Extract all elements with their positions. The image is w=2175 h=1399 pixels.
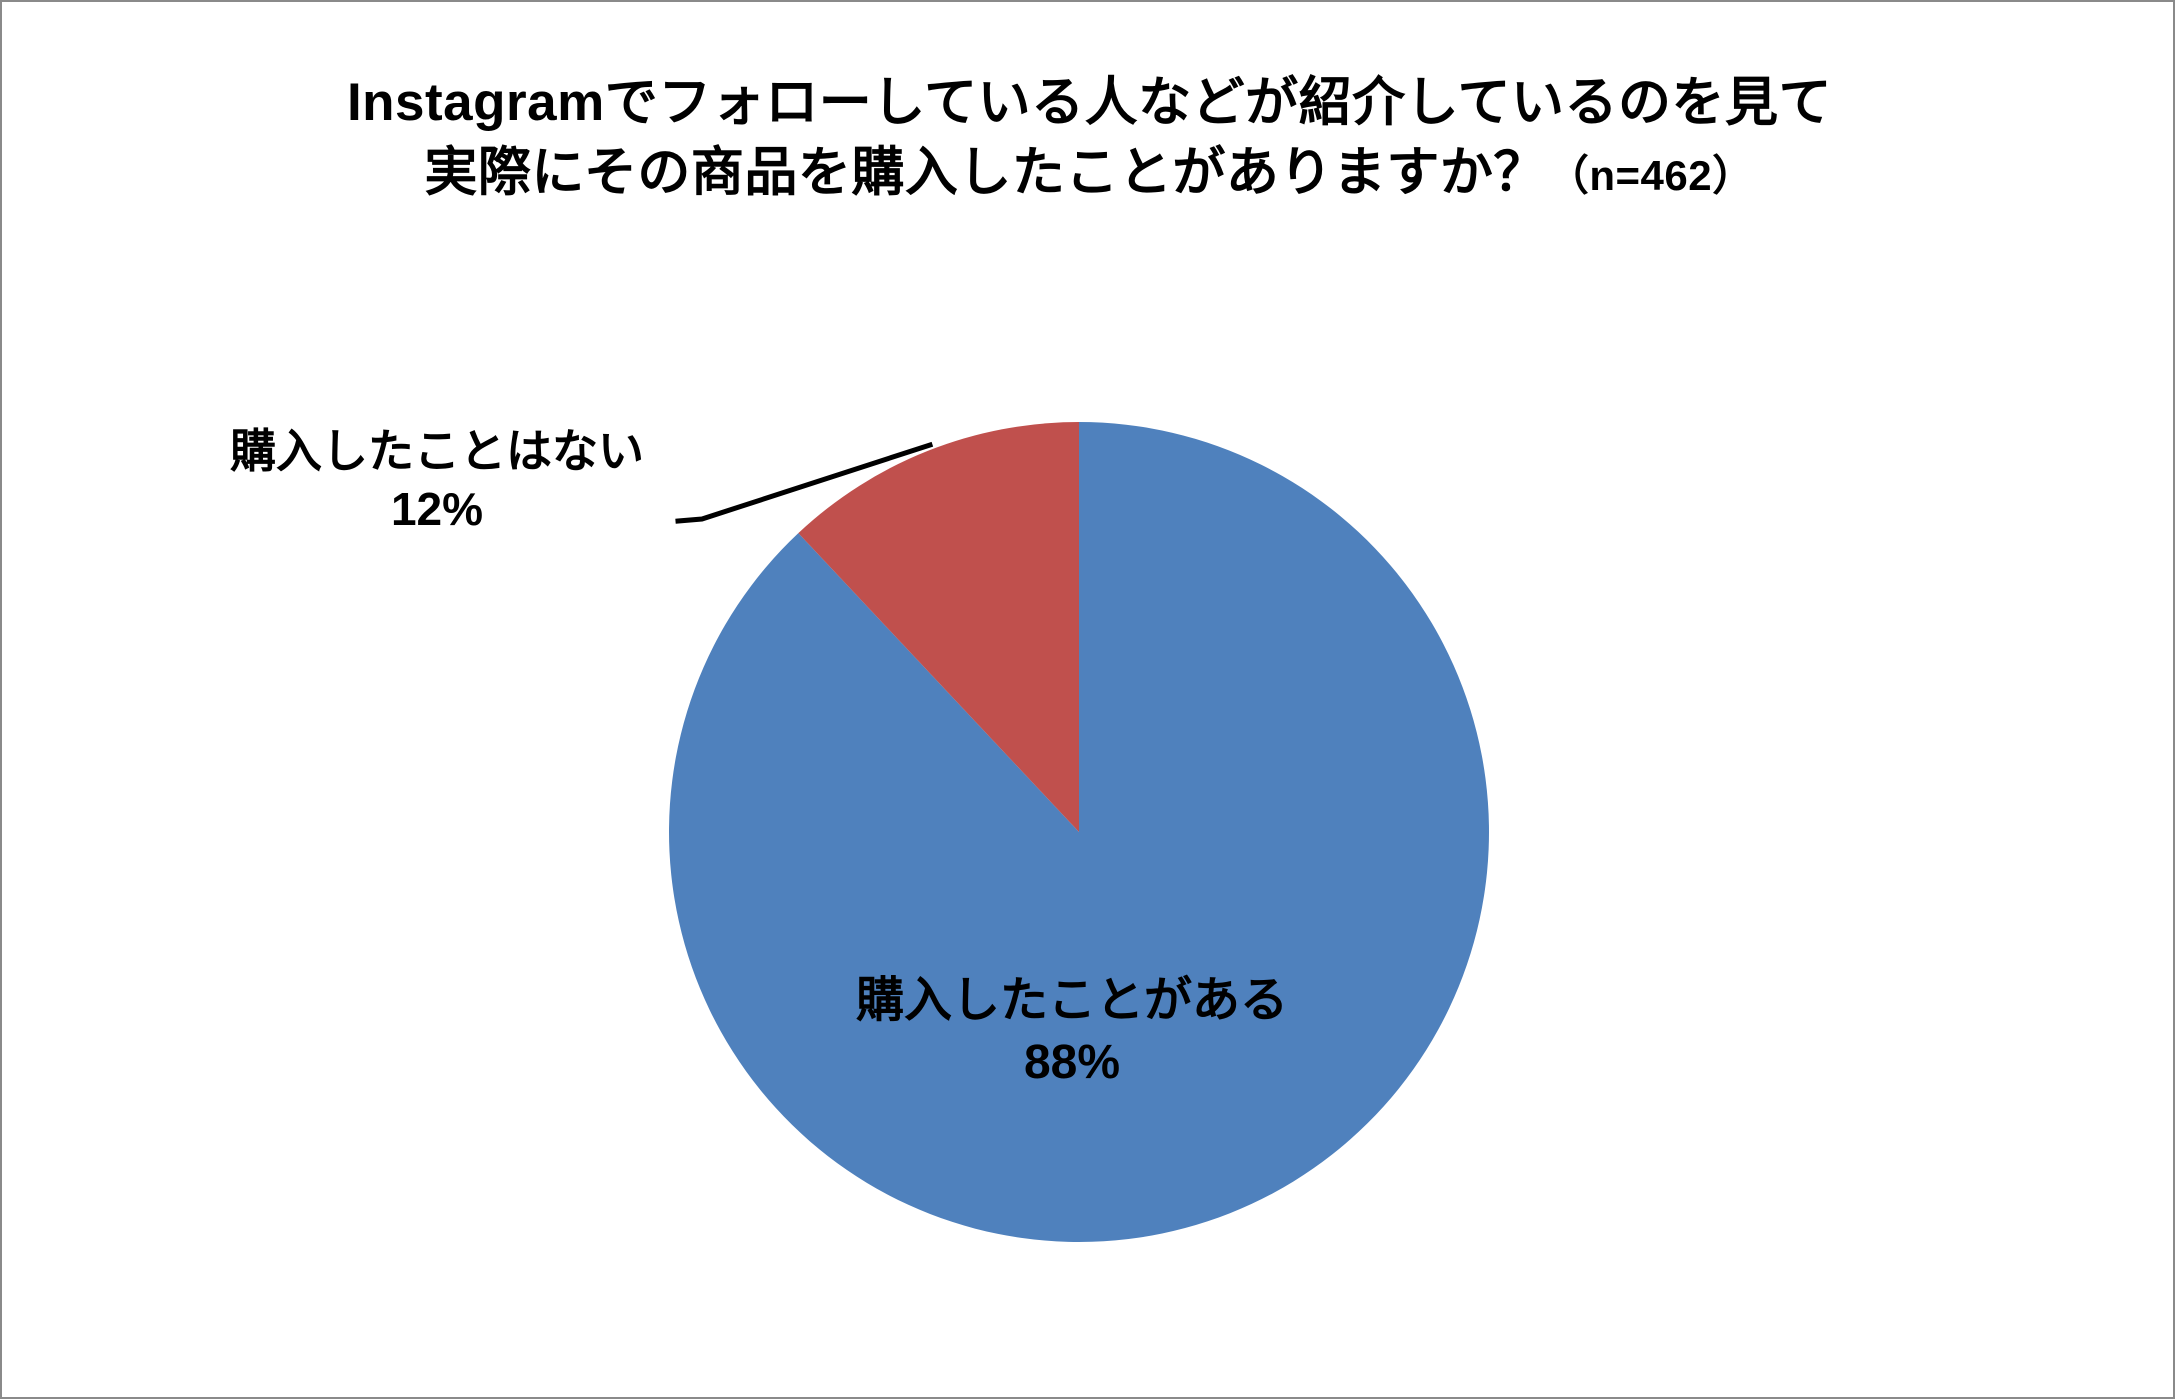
pie-label-purchased-name: 購入したことがある: [855, 974, 1288, 1027]
pie-label-purchased-percent: 88%: [1023, 1036, 1121, 1090]
pie-label-no-purchase: 購入したことはない 12%: [177, 422, 697, 539]
chart-title-line-1: Instagramでフォローしている人などが紹介しているのを見て: [346, 73, 1833, 132]
chart-title-line-2: 実際にその商品を購入したことがありますか？（n=462）: [2, 138, 2173, 208]
pie-label-no-purchase-name: 購入したことはない: [230, 425, 644, 477]
pie-slice-no-purchase[interactable]: [798, 422, 1079, 832]
chart-title-line-2-text: 実際にその商品を購入したことがありますか？: [424, 143, 1547, 203]
pie-label-no-purchase-percent: 12%: [390, 483, 484, 536]
chart-sample-size: （n=462）: [1546, 152, 1755, 200]
leader-line-no-purchase: [675, 441, 934, 524]
pie-label-purchased: 購入したことがある 88%: [792, 970, 1352, 1095]
pie-slice-purchased[interactable]: [669, 422, 1490, 1242]
chart-title: Instagramでフォローしている人などが紹介しているのを見て 実際にその商品…: [2, 68, 2173, 209]
